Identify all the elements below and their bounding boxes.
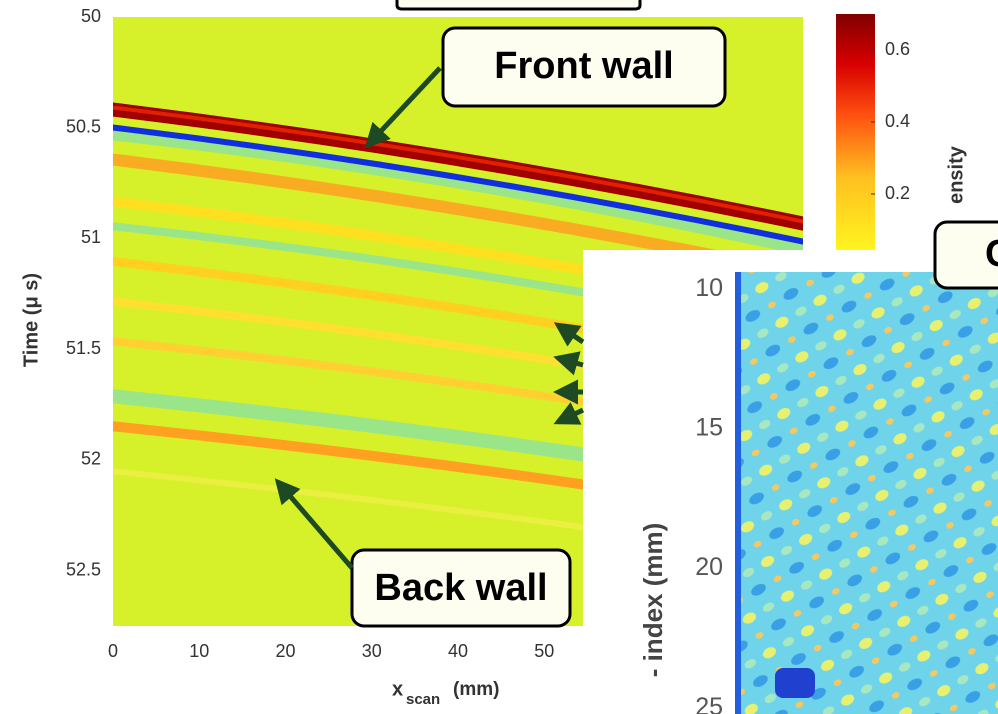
y-tick-label: 50 [81,6,101,26]
colorbar-tick-label: 0.4 [885,111,910,131]
x-axis-label-sub: scan [406,691,440,708]
y-tick-label: 20 [695,553,723,581]
y-tick-label: 10 [695,274,723,302]
annotation: Back wall [374,567,547,609]
x-tick-label: 30 [362,641,382,661]
x-tick-label: 0 [108,641,118,661]
page: Front wall Back wall C Time (μ s) ensity… [0,0,998,714]
y-tick-label: 52.5 [66,559,101,579]
annotation: Front wall [494,45,673,87]
y-tick-label: 50.5 [66,116,101,136]
x-tick-label: 10 [189,641,209,661]
c-scan-image [735,272,998,714]
y-tick-label: 51 [81,227,101,247]
cropped-label-box [397,0,640,9]
colorbar-tick-label: 0.6 [885,39,910,59]
colorbar-tick-label: 0.2 [885,183,910,203]
x-axis-label: x scan (mm) [392,678,499,708]
x-axis-label-main: x [392,678,403,700]
y-tick-label: 25 [695,693,723,714]
c-scan-edge [735,272,741,714]
y-tick-label: 52 [81,449,101,469]
y-axis-label: - index (mm) [638,523,668,678]
colorbar-label: ensity [945,145,967,204]
y-tick-label: 51.5 [66,338,101,358]
x-tick-label: 40 [448,641,468,661]
annotation: C [985,233,998,275]
x-tick-label: 20 [275,641,295,661]
x-axis-label-unit: (mm) [453,679,499,700]
c-scan-spot [775,668,815,698]
y-axis-label: Time (μ s) [20,273,42,367]
y-tick-label: 15 [695,413,723,441]
figure: Front wall Back wall C Time (μ s) ensity… [0,0,998,714]
x-tick-label: 50 [534,641,554,661]
colorbar [836,14,875,266]
